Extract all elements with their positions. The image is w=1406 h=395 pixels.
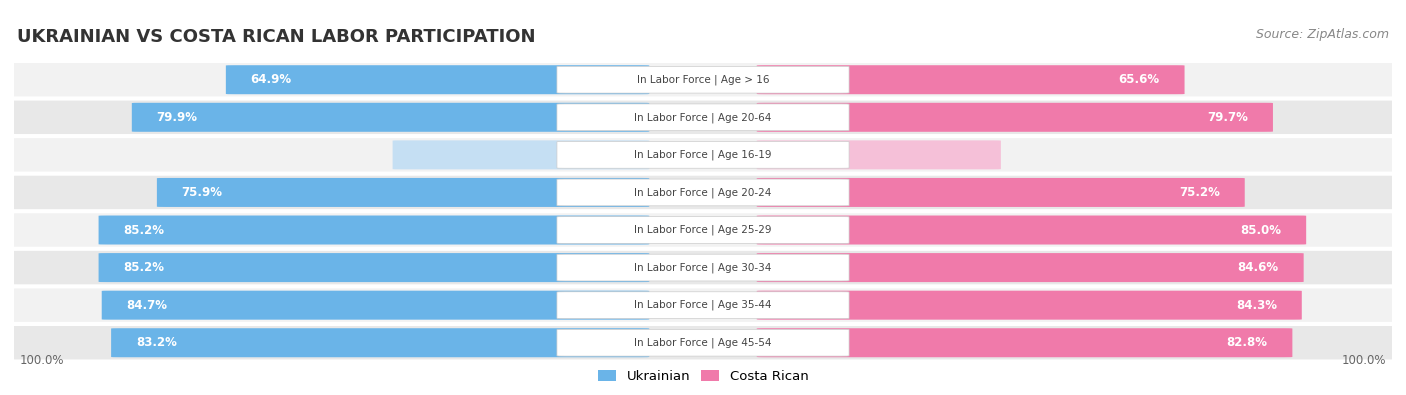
Text: 64.9%: 64.9% bbox=[250, 73, 292, 86]
Text: 85.0%: 85.0% bbox=[1240, 224, 1281, 237]
FancyBboxPatch shape bbox=[132, 103, 650, 132]
Text: 38.3%: 38.3% bbox=[586, 149, 627, 162]
Text: 85.2%: 85.2% bbox=[124, 261, 165, 274]
Text: In Labor Force | Age 45-54: In Labor Force | Age 45-54 bbox=[634, 337, 772, 348]
FancyBboxPatch shape bbox=[10, 326, 1396, 359]
Text: 82.8%: 82.8% bbox=[1226, 336, 1268, 349]
FancyBboxPatch shape bbox=[10, 63, 1396, 96]
Text: 79.9%: 79.9% bbox=[156, 111, 198, 124]
FancyBboxPatch shape bbox=[557, 216, 849, 243]
Text: 85.2%: 85.2% bbox=[124, 224, 165, 237]
Legend: Ukrainian, Costa Rican: Ukrainian, Costa Rican bbox=[592, 365, 814, 388]
FancyBboxPatch shape bbox=[111, 328, 650, 357]
Text: 100.0%: 100.0% bbox=[1341, 354, 1386, 367]
Text: 84.3%: 84.3% bbox=[1236, 299, 1277, 312]
FancyBboxPatch shape bbox=[756, 103, 1272, 132]
FancyBboxPatch shape bbox=[101, 291, 650, 320]
Text: UKRAINIAN VS COSTA RICAN LABOR PARTICIPATION: UKRAINIAN VS COSTA RICAN LABOR PARTICIPA… bbox=[17, 28, 536, 46]
Text: In Labor Force | Age > 16: In Labor Force | Age > 16 bbox=[637, 75, 769, 85]
FancyBboxPatch shape bbox=[10, 288, 1396, 322]
Text: 36.3%: 36.3% bbox=[779, 149, 820, 162]
FancyBboxPatch shape bbox=[557, 329, 849, 356]
Text: In Labor Force | Age 30-34: In Labor Force | Age 30-34 bbox=[634, 262, 772, 273]
Text: In Labor Force | Age 25-29: In Labor Force | Age 25-29 bbox=[634, 225, 772, 235]
FancyBboxPatch shape bbox=[557, 254, 849, 281]
Text: 79.7%: 79.7% bbox=[1208, 111, 1249, 124]
Text: In Labor Force | Age 20-64: In Labor Force | Age 20-64 bbox=[634, 112, 772, 122]
FancyBboxPatch shape bbox=[226, 65, 650, 94]
FancyBboxPatch shape bbox=[557, 292, 849, 318]
FancyBboxPatch shape bbox=[10, 138, 1396, 171]
Text: 65.6%: 65.6% bbox=[1119, 73, 1160, 86]
Text: In Labor Force | Age 35-44: In Labor Force | Age 35-44 bbox=[634, 300, 772, 310]
FancyBboxPatch shape bbox=[756, 253, 1303, 282]
FancyBboxPatch shape bbox=[557, 66, 849, 93]
FancyBboxPatch shape bbox=[756, 291, 1302, 320]
Text: 83.2%: 83.2% bbox=[136, 336, 177, 349]
FancyBboxPatch shape bbox=[10, 251, 1396, 284]
FancyBboxPatch shape bbox=[756, 216, 1306, 245]
FancyBboxPatch shape bbox=[756, 178, 1244, 207]
Text: 100.0%: 100.0% bbox=[20, 354, 65, 367]
FancyBboxPatch shape bbox=[557, 141, 849, 168]
FancyBboxPatch shape bbox=[756, 65, 1184, 94]
FancyBboxPatch shape bbox=[98, 216, 650, 245]
FancyBboxPatch shape bbox=[98, 253, 650, 282]
Text: In Labor Force | Age 16-19: In Labor Force | Age 16-19 bbox=[634, 150, 772, 160]
Text: 84.6%: 84.6% bbox=[1237, 261, 1279, 274]
FancyBboxPatch shape bbox=[157, 178, 650, 207]
Text: 75.2%: 75.2% bbox=[1180, 186, 1220, 199]
FancyBboxPatch shape bbox=[10, 176, 1396, 209]
FancyBboxPatch shape bbox=[392, 140, 650, 169]
FancyBboxPatch shape bbox=[756, 328, 1292, 357]
FancyBboxPatch shape bbox=[557, 104, 849, 131]
Text: Source: ZipAtlas.com: Source: ZipAtlas.com bbox=[1256, 28, 1389, 41]
FancyBboxPatch shape bbox=[756, 140, 1001, 169]
Text: In Labor Force | Age 20-24: In Labor Force | Age 20-24 bbox=[634, 187, 772, 198]
FancyBboxPatch shape bbox=[10, 213, 1396, 247]
Text: 75.9%: 75.9% bbox=[181, 186, 222, 199]
FancyBboxPatch shape bbox=[557, 179, 849, 206]
Text: 84.7%: 84.7% bbox=[127, 299, 167, 312]
FancyBboxPatch shape bbox=[10, 101, 1396, 134]
